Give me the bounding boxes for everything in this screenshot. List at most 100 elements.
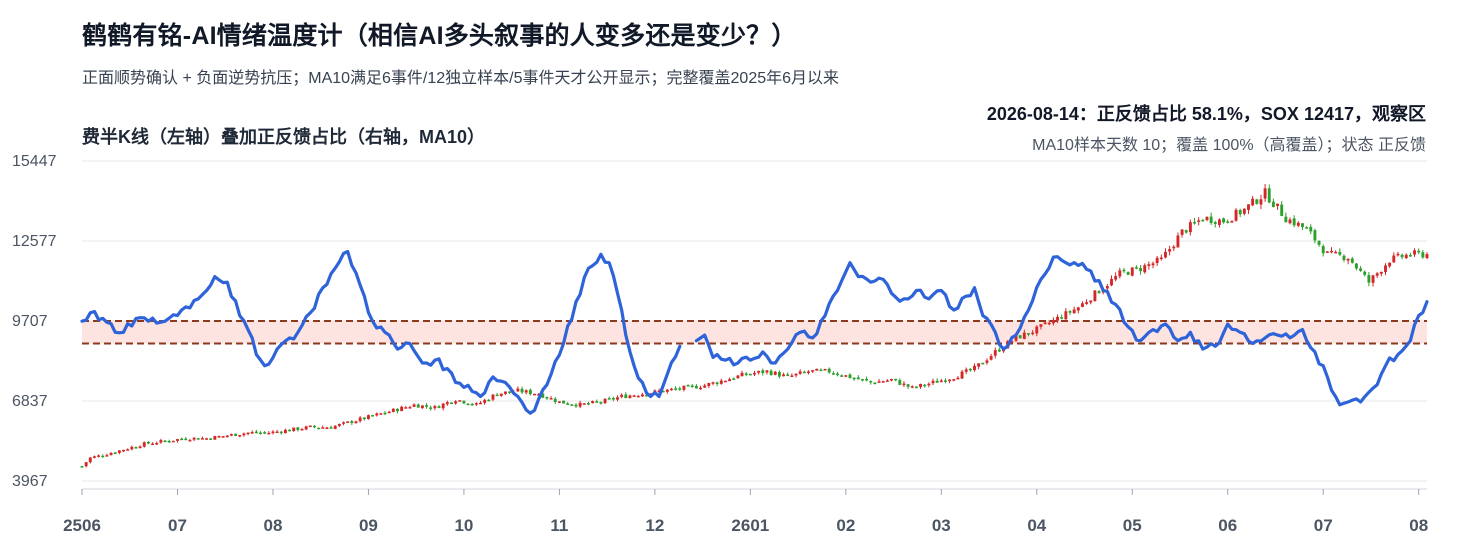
candle-body	[537, 394, 541, 396]
candle-body	[184, 438, 188, 441]
candle-body	[200, 438, 204, 440]
candle-body	[151, 443, 155, 446]
candle-body	[1230, 220, 1234, 223]
candle-body	[1217, 219, 1221, 225]
candle-body	[1051, 319, 1055, 324]
candle-body	[1350, 258, 1354, 263]
candle-body	[180, 438, 184, 441]
page-title: 鹤鹤有铭-AI情绪温度计（相信AI多头叙事的人变多还是变少？）	[82, 22, 797, 50]
candle-body	[661, 390, 665, 393]
candle-body	[84, 462, 88, 467]
candle-body	[1222, 218, 1226, 223]
candle-body	[458, 400, 462, 402]
candle-body	[296, 427, 300, 431]
candle-body	[1172, 246, 1176, 249]
candle-body	[362, 417, 366, 420]
candle-body	[1309, 226, 1313, 232]
candle-body	[288, 429, 292, 432]
x-tick-label: 07	[168, 516, 187, 535]
candle-body	[1379, 272, 1383, 274]
candle-body	[429, 407, 433, 409]
candle-body	[1392, 255, 1396, 263]
candle-body	[964, 369, 968, 372]
candle-body	[495, 394, 499, 397]
candle-body	[773, 371, 777, 375]
candle-body	[819, 369, 823, 372]
candle-body	[1039, 324, 1043, 327]
candle-body	[1076, 307, 1080, 311]
candle-body	[234, 433, 238, 436]
candle-body	[1043, 322, 1047, 324]
candle-body	[562, 400, 565, 404]
candle-body	[802, 371, 806, 374]
candle-body	[1180, 229, 1184, 235]
candle-body	[1255, 199, 1259, 204]
x-tick-label: 04	[1027, 516, 1046, 535]
candle-body	[433, 406, 437, 409]
candle-body	[516, 388, 520, 392]
candle-body	[578, 402, 582, 407]
candle-body	[1317, 240, 1321, 245]
candle-body	[105, 455, 109, 457]
candle-body	[931, 380, 935, 384]
candle-body	[1313, 230, 1317, 241]
candle-body	[404, 407, 408, 409]
candle-body	[927, 383, 931, 386]
candle-body	[674, 388, 678, 390]
candle-body	[1031, 332, 1035, 335]
candle-body	[670, 388, 673, 391]
candle-body	[321, 427, 325, 429]
candle-body	[267, 432, 271, 435]
candle-body	[757, 370, 761, 373]
candle-body	[607, 398, 611, 400]
candle-body	[794, 373, 798, 376]
candle-body	[420, 405, 424, 409]
ma10-segment	[694, 255, 1429, 407]
candle-body	[283, 429, 287, 434]
candle-body	[1064, 311, 1068, 320]
x-tick-label: 09	[359, 516, 378, 535]
candle-body	[977, 363, 981, 367]
candle-body	[1068, 311, 1072, 313]
candle-body	[246, 432, 250, 435]
candle-body	[1338, 251, 1342, 255]
candle-body	[88, 457, 92, 463]
candle-body	[881, 381, 885, 383]
candle-body	[836, 373, 839, 376]
candle-body	[719, 380, 723, 384]
candle-body	[690, 385, 694, 388]
candle-body	[894, 378, 898, 381]
candle-body	[1188, 222, 1192, 233]
candle-body	[790, 375, 794, 377]
candle-body	[205, 438, 208, 440]
candle-body	[956, 377, 960, 380]
candle-body	[1110, 278, 1113, 286]
candle-body	[856, 377, 860, 380]
candle-body	[807, 371, 810, 373]
candle-body	[491, 394, 495, 400]
candle-body	[811, 370, 815, 372]
candle-body	[188, 440, 192, 442]
candle-body	[1093, 290, 1097, 302]
status-headline: 2026-08-14：正反馈占比 58.1%，SOX 12417，观察区	[986, 104, 1426, 124]
candle-body	[1425, 254, 1429, 258]
candle-body	[1238, 210, 1242, 215]
candle-body	[126, 449, 130, 451]
candle-body	[910, 386, 914, 388]
candle-body	[782, 374, 786, 377]
candle-body	[217, 436, 221, 438]
candle-body	[1234, 209, 1238, 221]
candle-body	[1151, 263, 1155, 266]
candle-body	[1184, 230, 1188, 233]
candle-body	[586, 402, 590, 405]
candle-body	[1375, 273, 1379, 276]
candle-body	[616, 397, 619, 400]
candle-body	[317, 427, 321, 430]
candle-body	[1267, 188, 1271, 203]
candle-body	[1134, 267, 1138, 269]
candle-body	[636, 395, 640, 398]
candle-body	[292, 427, 296, 432]
candle-body	[408, 407, 412, 409]
candle-body	[611, 398, 615, 400]
